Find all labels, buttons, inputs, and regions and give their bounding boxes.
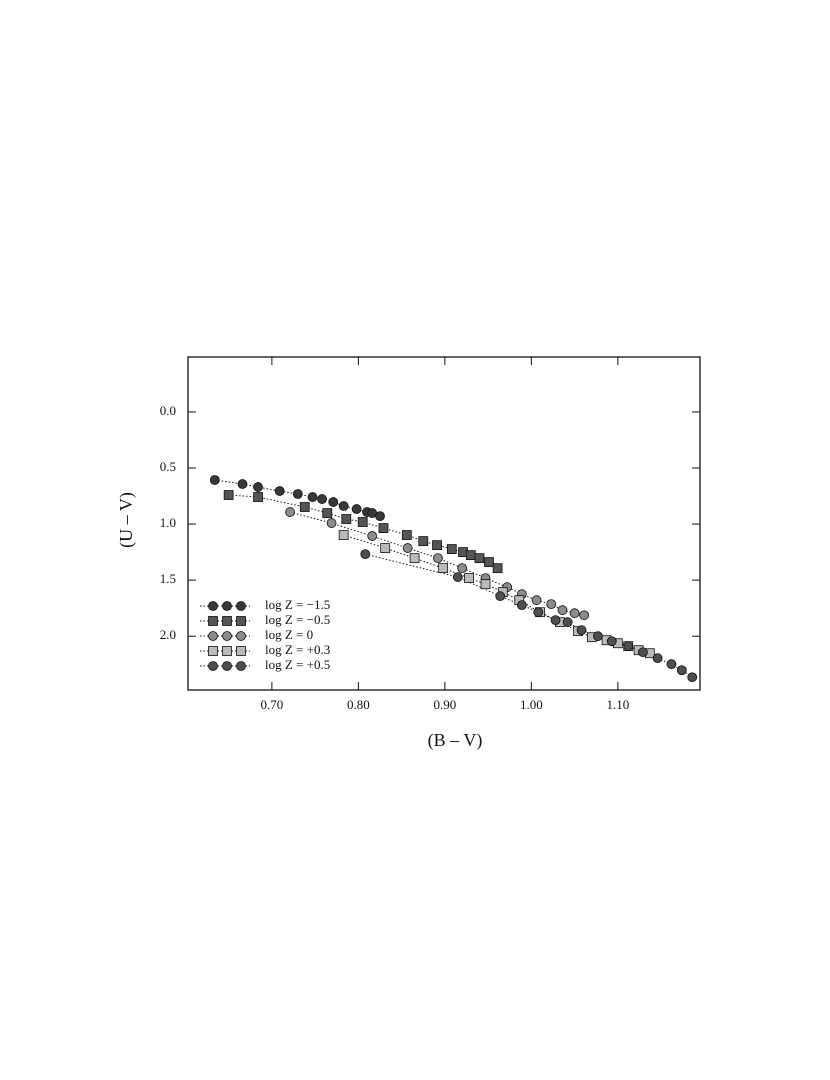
data-point — [299, 502, 310, 512]
data-point — [409, 553, 420, 564]
data-point — [638, 647, 648, 658]
x-axis-label: (B – V) — [428, 730, 483, 751]
data-point — [360, 549, 371, 560]
data-point — [274, 486, 285, 496]
data-point — [569, 608, 580, 619]
data-point — [546, 599, 557, 610]
x-tick-label: 0.70 — [261, 697, 284, 712]
data-point — [357, 517, 368, 527]
legend-marker — [236, 616, 246, 626]
data-point — [380, 543, 391, 553]
data-point — [285, 507, 295, 517]
data-point — [457, 563, 468, 574]
legend-marker — [208, 631, 218, 641]
data-point — [378, 523, 389, 533]
y-tick-label: 0.0 — [160, 403, 176, 418]
legend-marker — [236, 646, 246, 656]
series-line — [365, 553, 693, 678]
data-point — [531, 595, 542, 606]
data-point — [557, 605, 568, 616]
legend-marker — [236, 601, 246, 611]
data-point — [474, 553, 485, 564]
data-point — [652, 653, 663, 664]
legend-marker — [222, 601, 232, 611]
data-point — [606, 636, 617, 647]
data-point — [351, 504, 362, 514]
data-point — [492, 563, 503, 574]
data-point — [484, 557, 494, 567]
legend-marker — [208, 601, 218, 611]
y-axis-label: (U – V) — [116, 492, 137, 548]
data-point — [418, 536, 429, 547]
data-point — [623, 641, 634, 652]
data-point — [562, 617, 573, 628]
legend-label: log Z = −1.5 — [265, 597, 330, 612]
data-point — [579, 610, 590, 621]
data-point — [452, 572, 463, 582]
data-point — [593, 631, 603, 642]
legend-marker — [222, 631, 232, 641]
data-point — [516, 600, 527, 611]
series-line — [228, 494, 498, 569]
x-tick-label: 0.90 — [433, 697, 456, 712]
data-point — [666, 659, 677, 670]
legend-marker — [208, 646, 218, 656]
data-point — [465, 550, 476, 561]
data-point — [328, 497, 339, 507]
data-point — [338, 501, 349, 511]
legend-label: log Z = +0.3 — [265, 642, 330, 657]
data-point — [480, 579, 491, 590]
legend-label: log Z = +0.5 — [265, 657, 330, 672]
data-point — [433, 553, 443, 564]
data-point — [550, 615, 561, 626]
data-point — [375, 511, 385, 521]
y-tick-label: 1.0 — [160, 515, 176, 530]
x-tick-label: 0.80 — [347, 697, 370, 712]
data-point — [326, 518, 337, 528]
data-point — [401, 530, 412, 540]
legend-marker — [222, 661, 232, 671]
data-point — [446, 544, 457, 554]
data-point — [438, 563, 449, 574]
data-point — [292, 489, 303, 499]
y-tick-label: 0.5 — [160, 459, 176, 474]
legend-marker — [208, 616, 218, 626]
legend-label: log Z = 0 — [265, 627, 313, 642]
data-point — [338, 530, 349, 540]
data-point — [209, 475, 220, 485]
data-point — [307, 492, 318, 502]
y-tick-label: 1.5 — [160, 571, 176, 586]
data-point — [533, 607, 544, 618]
data-point — [237, 479, 248, 489]
data-point — [367, 531, 378, 541]
data-point — [495, 591, 506, 602]
legend-marker — [208, 661, 218, 671]
legend-label: log Z = −0.5 — [265, 612, 330, 627]
data-point — [576, 625, 587, 636]
y-tick-label: 2.0 — [160, 627, 176, 642]
legend-marker — [222, 646, 232, 656]
legend-marker — [236, 661, 246, 671]
x-tick-label: 1.00 — [520, 697, 543, 712]
data-point — [223, 490, 234, 500]
plot-frame — [187, 356, 701, 691]
data-point — [687, 672, 698, 683]
data-point — [253, 492, 263, 502]
data-point — [322, 508, 333, 518]
data-point — [464, 573, 474, 584]
legend-marker — [236, 631, 246, 641]
x-tick-label: 1.10 — [606, 697, 629, 712]
data-point — [253, 482, 263, 492]
data-point — [676, 665, 687, 676]
data-point — [341, 514, 352, 524]
data-point — [402, 543, 413, 553]
data-point — [317, 494, 327, 504]
legend-marker — [222, 616, 232, 626]
data-point — [432, 540, 442, 551]
